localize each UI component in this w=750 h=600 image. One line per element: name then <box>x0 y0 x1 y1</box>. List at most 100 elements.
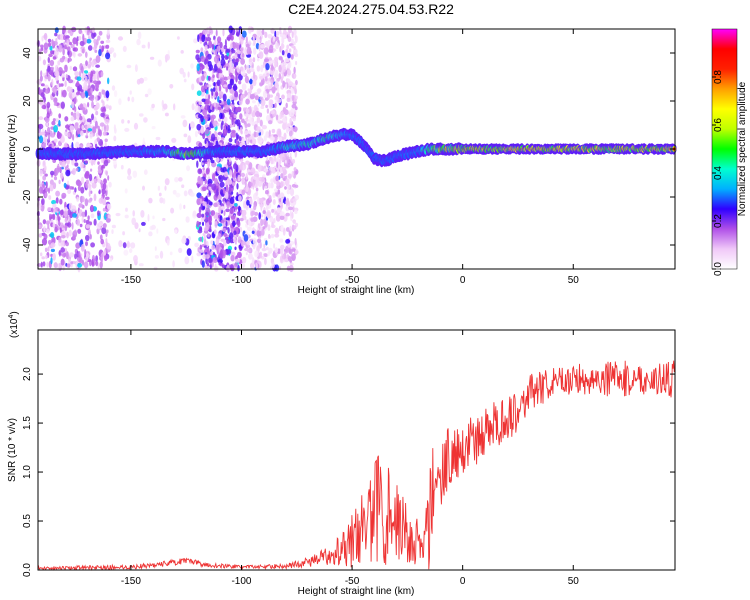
spectrogram-noise-point <box>63 210 68 218</box>
spectrogram-noise-point <box>71 91 76 99</box>
spectrogram-noise-point <box>84 160 88 164</box>
spectrogram-noise-point <box>215 29 218 37</box>
spectrogram-noise-point <box>190 121 195 129</box>
spectrogram-noise-point <box>38 97 44 106</box>
spectrogram-noise-point <box>91 182 97 189</box>
spectrogram-noise-point <box>101 227 107 235</box>
spectrogram-noise-point <box>105 241 108 248</box>
spectrogram-noise-point <box>205 55 209 62</box>
spectrogram-noise-point <box>245 108 250 114</box>
spectrogram-noise-point <box>281 64 287 73</box>
spectrogram-noise-point <box>280 110 284 118</box>
spectrogram-noise-point <box>183 204 186 209</box>
spectrogram-noise-point <box>50 257 53 265</box>
spectrogram-noise-point <box>203 197 209 202</box>
spectrogram-noise-point <box>248 79 254 84</box>
spectrogram-noise-point <box>263 243 266 249</box>
spectrogram-noise-point <box>276 207 282 214</box>
spectrogram-noise-point <box>72 134 75 141</box>
spectrogram-noise-point <box>189 192 195 197</box>
spectrogram-noise-point <box>295 79 298 86</box>
spectrogram-noise-point <box>212 173 216 181</box>
spectrogram-noise-point <box>229 66 234 73</box>
spectrogram-noise-point <box>194 242 200 248</box>
spectrogram-noise-point <box>90 213 95 219</box>
spectrogram-noise-point <box>41 238 48 246</box>
spectrogram-noise-point <box>72 233 76 240</box>
spectrogram-noise-point <box>228 137 233 143</box>
spectrogram-noise-point <box>257 101 260 107</box>
spectrogram-noise-point <box>265 63 270 71</box>
spectrogram-noise-point <box>87 199 92 203</box>
spectrogram-noise-point <box>285 175 288 180</box>
spectrogram-noise-point <box>227 249 232 255</box>
spectrogram-noise-point <box>234 203 238 207</box>
spectrogram-noise-point <box>245 121 247 129</box>
spectrogram-noise-point <box>164 178 170 186</box>
spectrogram-noise-point <box>53 125 58 133</box>
spectrogram-noise-point <box>143 169 148 175</box>
spectrogram-noise-point <box>211 49 215 53</box>
spectrogram-noise-point <box>40 83 45 87</box>
spectrogram-noise-point <box>96 137 101 143</box>
spectrogram-noise-point <box>266 205 269 211</box>
spectrogram-noise-point <box>245 36 248 44</box>
spectrogram-noise-point <box>107 175 110 181</box>
spectrogram-noise-point <box>47 133 51 141</box>
spectrogram-noise-point <box>253 204 257 211</box>
spectrogram-noise-point <box>77 53 83 57</box>
spectrogram-noise-point <box>105 124 109 132</box>
spectrogram-noise-point <box>245 252 248 256</box>
spectrogram-noise-point <box>274 264 280 272</box>
spectrogram-noise-point <box>236 192 239 197</box>
spectrogram-noise-point <box>89 234 92 240</box>
spectrogram-noise-point <box>225 184 229 193</box>
spectrogram-noise-point <box>217 223 223 227</box>
spectrogram-noise-point <box>200 126 205 134</box>
spectrogram-noise-point <box>182 71 186 78</box>
spectrogram-noise-point <box>254 250 259 258</box>
spectrogram-noise-point <box>109 47 115 53</box>
spectrogram-noise-point <box>64 217 68 223</box>
spectrogram-noise-point <box>215 157 220 163</box>
spectrogram-noise-point <box>53 262 58 269</box>
spectrogram-noise-point <box>213 55 219 64</box>
spectrogram-noise-point <box>231 117 234 126</box>
spectrogram-noise-point <box>285 178 290 186</box>
spectrogram-noise-point <box>79 130 84 137</box>
spectrogram-noise-point <box>78 203 83 208</box>
spectrogram-noise-point <box>202 167 205 171</box>
spectrogram-noise-point <box>256 126 261 131</box>
spectrogram-noise-point <box>94 120 98 129</box>
spectrogram-noise-point <box>256 230 261 237</box>
spectrogram-noise-point <box>201 85 206 93</box>
spectrogram-noise-point <box>155 136 161 141</box>
spectrogram-noise-point <box>290 136 294 140</box>
spectrogram-noise-point <box>99 45 102 50</box>
spectrogram-noise-point <box>167 50 170 56</box>
spectrogram-noise-point <box>233 230 237 236</box>
spectrogram-noise-point <box>237 174 241 182</box>
spectrogram-noise-point <box>151 224 156 230</box>
spectrogram-noise-point <box>295 95 299 100</box>
spectrogram-noise-point <box>122 242 127 249</box>
spectrogram-noise-point <box>207 232 210 238</box>
spectrogram-noise-point <box>291 159 296 164</box>
spectrogram-noise-point <box>143 117 148 123</box>
spectrogram-noise-point <box>201 213 205 218</box>
spectrogram-noise-point <box>59 209 64 216</box>
spectrogram-noise-point <box>260 105 265 109</box>
spectrogram-noise-point <box>226 66 229 71</box>
spectrogram-noise-point <box>63 182 67 189</box>
spectrogram-noise-point <box>261 255 265 260</box>
spectrogram-noise-point <box>187 135 192 144</box>
spectrogram-noise-point <box>224 105 229 110</box>
spectrogram-noise-point <box>258 212 262 220</box>
spectrogram-noise-point <box>60 258 65 266</box>
spectrogram-noise-point <box>50 66 54 71</box>
spectrogram-noise-point <box>266 211 271 219</box>
spectrogram-noise-point <box>78 36 82 41</box>
spectrogram-noise-point <box>93 106 98 111</box>
spectrogram-noise-point <box>237 264 240 272</box>
spectrogram-noise-point <box>98 189 101 195</box>
